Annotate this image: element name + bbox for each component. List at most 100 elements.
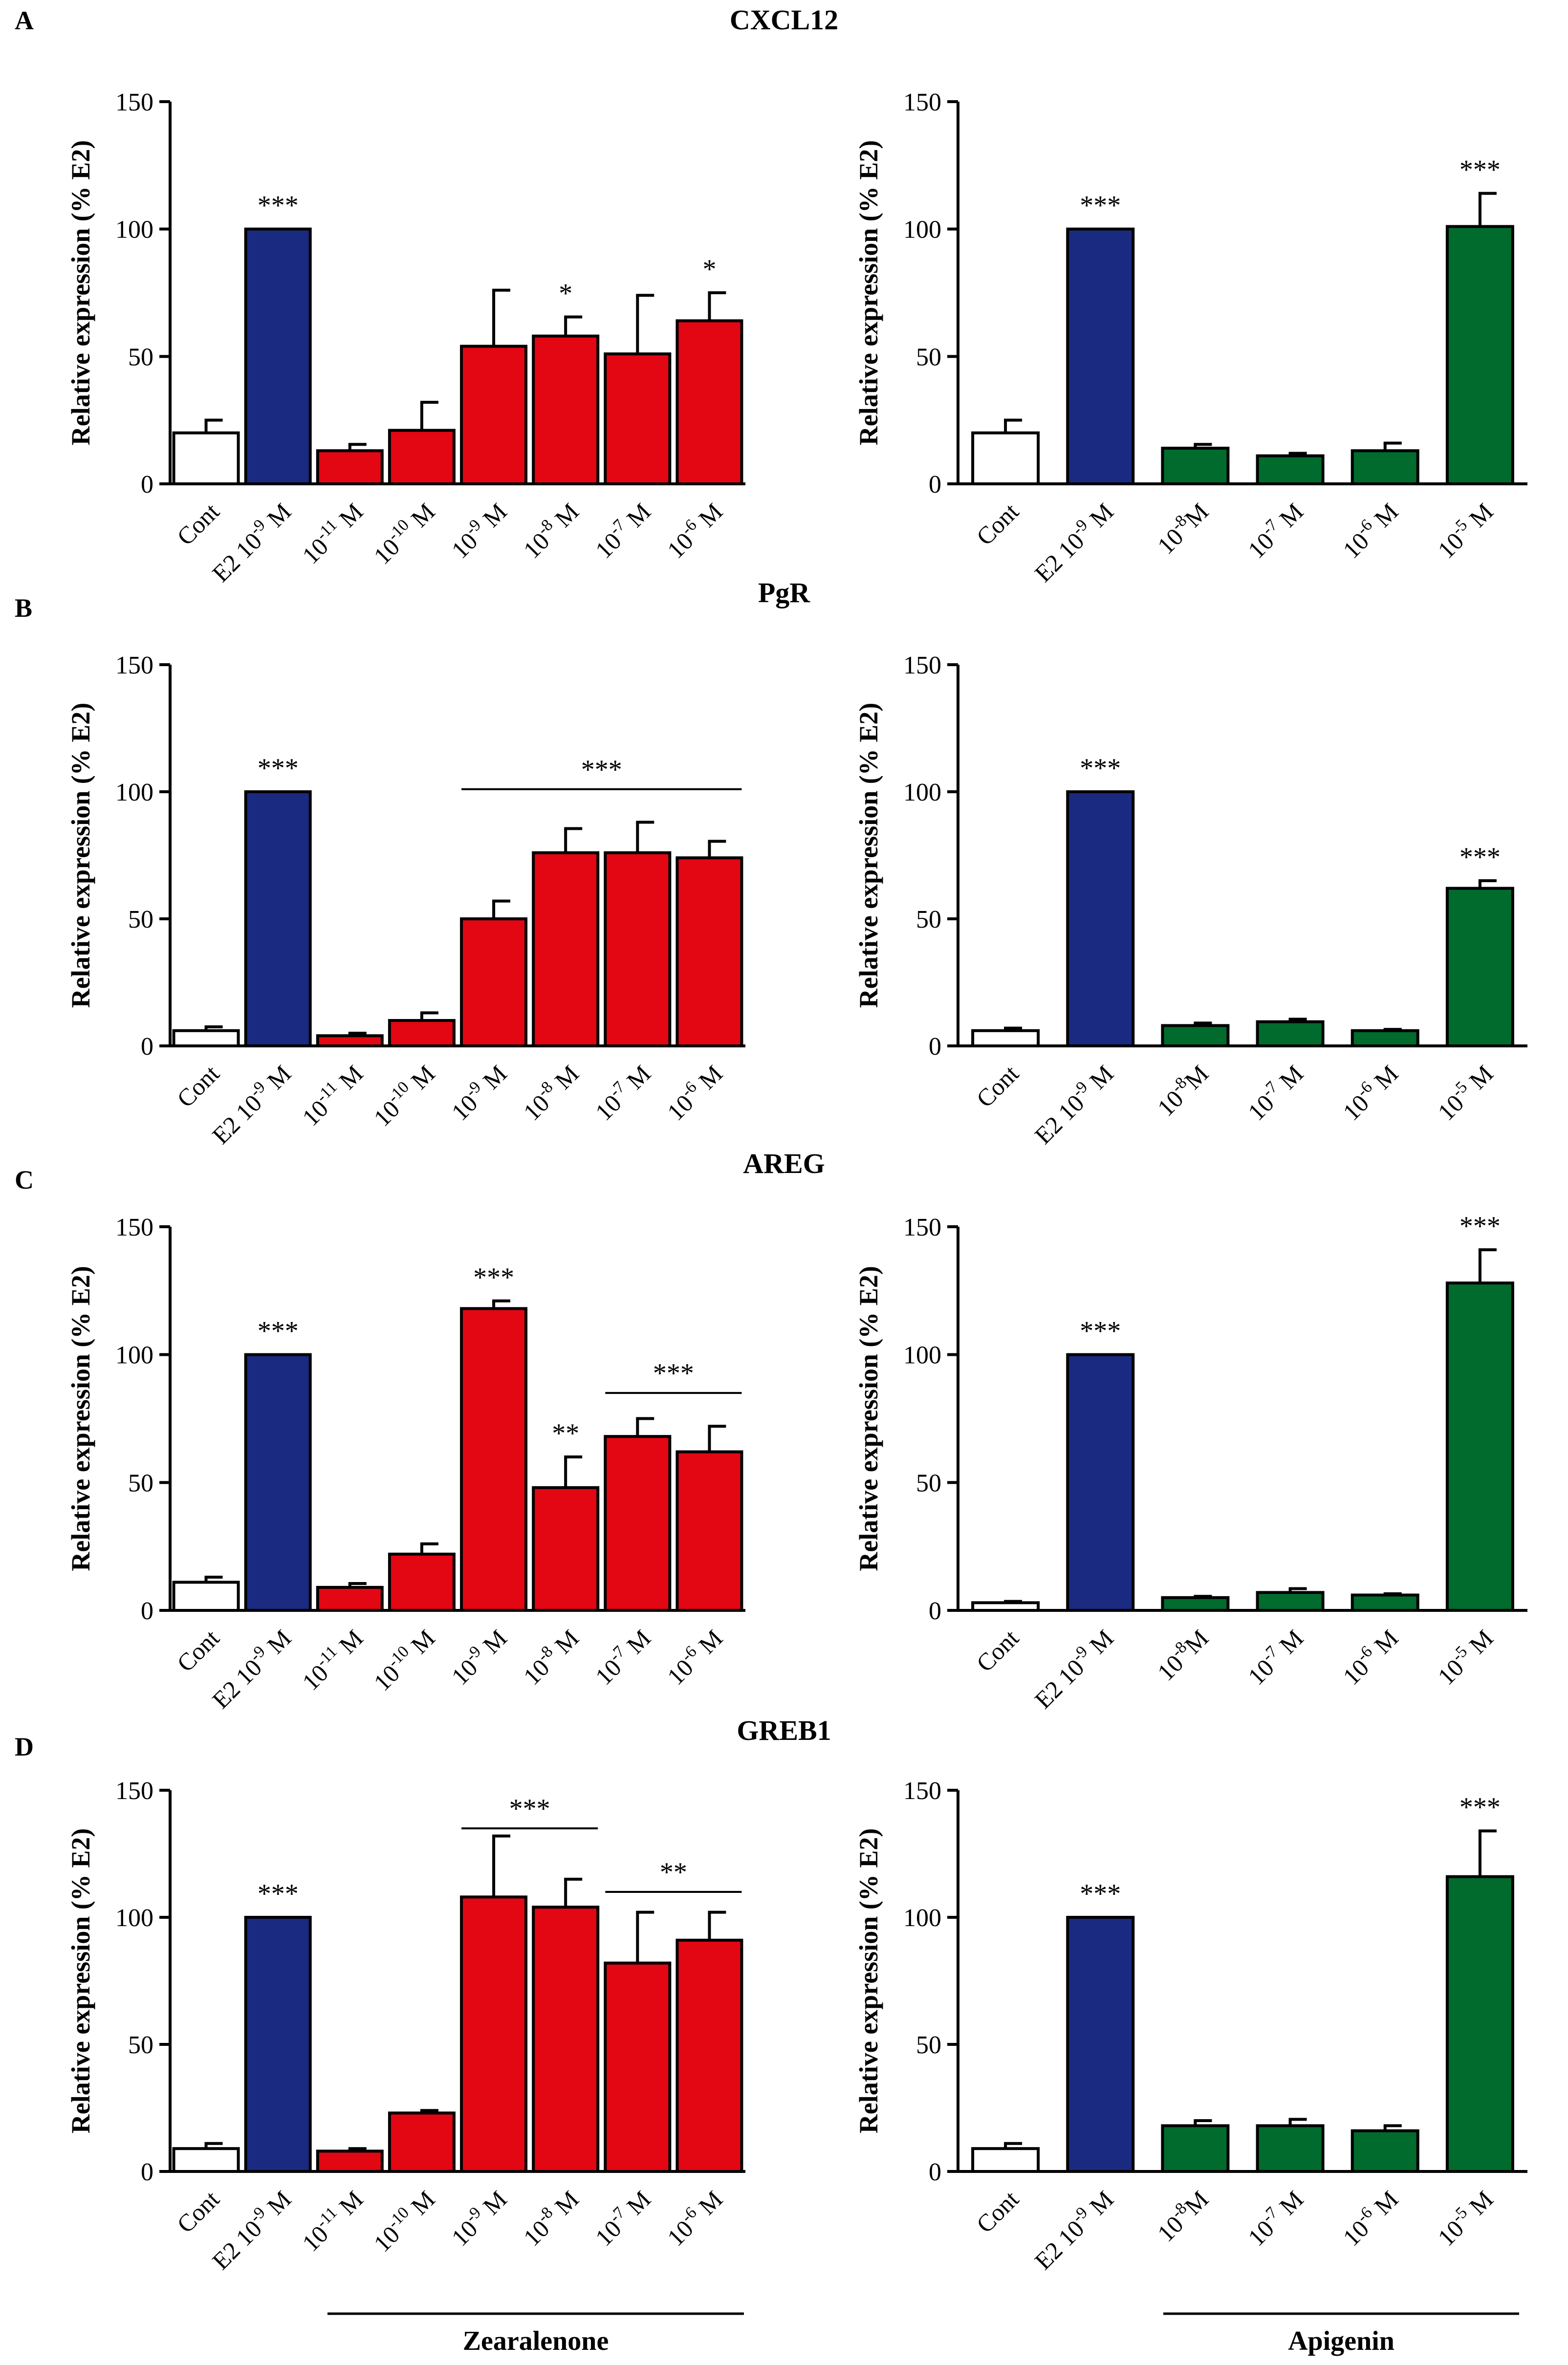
- bar-a-left-3: [388, 429, 456, 486]
- y-tick-label-a-left-0: 0: [141, 471, 153, 499]
- x-tick-label-c-right-2: 10-8M: [1151, 1623, 1214, 1686]
- bar-a-right-2: [1161, 447, 1230, 485]
- x-tick-label-b-right-4: 10-6 M: [1336, 1058, 1403, 1126]
- chart-d-right: 0 50 100 150 Relative expression (% E2) ContE…: [854, 1777, 1527, 2275]
- bar-a-left-7: [675, 319, 743, 485]
- bar-d-left-4: [460, 1895, 528, 2173]
- bar-c-right-0: [971, 1601, 1040, 1612]
- bracket-label-b-left-0: ***: [581, 755, 622, 785]
- y-tick-label-d-right-50: 50: [916, 2031, 941, 2059]
- x-tick-label-c-right-5: 10-5 M: [1431, 1623, 1499, 1690]
- x-tick-label-c-right-1: E2 10-9 M: [1028, 1623, 1119, 1714]
- bar-b-right-5: [1445, 887, 1514, 1047]
- bar-b-left-1: [244, 790, 312, 1047]
- bar-c-left-6: [604, 1435, 672, 1612]
- y-axis-title-b-left: Relative expression (% E2): [66, 703, 95, 1008]
- y-tick-label-c-left-50: 50: [128, 1469, 153, 1497]
- bar-d-right-0: [971, 2147, 1040, 2173]
- y-tick-label-a-left-50: 50: [128, 343, 153, 371]
- bar-b-left-2: [316, 1034, 384, 1047]
- x-tick-label-b-left-5: 10-8 M: [517, 1058, 584, 1126]
- chart-a-right: 0 50 100 150 Relative expression (% E2) ContE…: [854, 88, 1527, 587]
- bar-d-left-3: [388, 2111, 456, 2173]
- x-tick-label-a-right-2: 10-8M: [1151, 496, 1214, 559]
- y-tick-label-c-right-150: 150: [903, 1214, 941, 1241]
- x-tick-label-b-left-1: E2 10-9 M: [205, 1058, 296, 1149]
- bar-c-right-3: [1256, 1591, 1325, 1612]
- y-tick-label-b-left-50: 50: [128, 906, 153, 933]
- chart-d-left: 0 50 100 150 Relative expression (% E2) ContE…: [66, 1777, 745, 2275]
- zearalenone-label: Zearalenone: [463, 2326, 609, 2356]
- bar-c-left-5: [532, 1486, 600, 1612]
- bar-c-left-7: [675, 1450, 743, 1612]
- significance-c-right-1: ***: [1080, 1316, 1121, 1346]
- panel-headers: A CXCL12 B PgR C AREG D GREB1: [15, 4, 838, 1761]
- y-tick-label-c-left-100: 100: [115, 1342, 153, 1369]
- x-tick-label-d-left-0: Cont: [172, 2185, 224, 2238]
- bar-b-left-3: [388, 1019, 456, 1047]
- x-tick-label-c-right-4: 10-6 M: [1336, 1623, 1403, 1690]
- x-tick-label-d-left-4: 10-9 M: [445, 2184, 512, 2251]
- y-tick-label-b-left-100: 100: [115, 779, 153, 806]
- y-tick-label-b-right-100: 100: [903, 779, 941, 806]
- bar-d-right-1: [1066, 1916, 1135, 2173]
- x-tick-label-d-left-5: 10-8 M: [517, 2184, 584, 2251]
- bar-a-right-5: [1445, 225, 1514, 486]
- bar-b-right-1: [1066, 790, 1135, 1047]
- y-axis-title-c-right: Relative expression (% E2): [854, 1266, 883, 1571]
- bar-c-left-0: [172, 1581, 240, 1612]
- gene-title-areg: AREG: [743, 1148, 825, 1179]
- bar-a-left-2: [316, 449, 384, 486]
- y-axis-title-b-right: Relative expression (% E2): [854, 703, 883, 1008]
- bar-b-right-2: [1161, 1024, 1230, 1047]
- chart-b-left: 0 50 100 150 Relative expression (% E2) ContE…: [66, 651, 745, 1150]
- x-tick-label-a-left-2: 10-11 M: [295, 496, 368, 569]
- bracket-label-d-left-0: ***: [509, 1794, 550, 1824]
- bar-b-left-4: [460, 917, 528, 1047]
- bar-d-left-6: [604, 1961, 672, 2173]
- y-tick-label-c-right-0: 0: [929, 1597, 941, 1625]
- significance-c-left-1: ***: [258, 1316, 299, 1346]
- y-axis-title-c-left: Relative expression (% E2): [66, 1266, 95, 1571]
- gene-title-pgr: PgR: [758, 577, 810, 608]
- apigenin-label: Apigenin: [1288, 2326, 1394, 2356]
- y-tick-label-d-left-50: 50: [128, 2031, 153, 2059]
- x-tick-label-b-right-5: 10-5 M: [1431, 1058, 1499, 1126]
- x-tick-label-c-left-3: 10-10 M: [367, 1623, 440, 1696]
- x-tick-label-d-right-3: 10-7 M: [1241, 2184, 1308, 2251]
- bar-c-right-1: [1066, 1353, 1135, 1612]
- x-tick-label-c-left-0: Cont: [172, 1624, 224, 1677]
- chart-c-left: 0 50 100 150 Relative expression (% E2) ContE…: [66, 1214, 745, 1714]
- treatment-group-labels: Zearalenone Apigenin: [327, 2312, 1519, 2356]
- x-tick-label-c-left-6: 10-7 M: [588, 1623, 656, 1690]
- significance-d-left-1: ***: [258, 1879, 299, 1909]
- y-axis-title-a-left: Relative expression (% E2): [66, 140, 95, 445]
- x-tick-label-d-right-0: Cont: [971, 2185, 1024, 2238]
- x-tick-label-a-left-6: 10-7 M: [588, 496, 656, 564]
- x-tick-label-b-left-6: 10-7 M: [588, 1058, 656, 1126]
- bar-b-left-5: [532, 851, 600, 1048]
- x-tick-label-a-right-0: Cont: [971, 498, 1024, 550]
- x-tick-label-a-left-7: 10-6 M: [660, 496, 728, 564]
- bar-d-right-4: [1350, 2129, 1419, 2173]
- y-tick-label-b-right-0: 0: [929, 1033, 941, 1061]
- y-tick-label-c-right-100: 100: [903, 1342, 941, 1369]
- x-tick-label-c-left-1: E2 10-9 M: [205, 1623, 296, 1714]
- y-tick-label-a-right-100: 100: [903, 216, 941, 244]
- y-axis-title-a-right: Relative expression (% E2): [854, 140, 883, 445]
- bar-b-left-0: [172, 1029, 240, 1048]
- bar-c-left-4: [460, 1307, 528, 1612]
- y-tick-label-c-right-50: 50: [916, 1469, 941, 1497]
- x-tick-label-b-right-2: 10-8M: [1151, 1058, 1214, 1121]
- x-tick-label-c-left-7: 10-6 M: [660, 1623, 728, 1690]
- significance-b-left-1: ***: [258, 753, 299, 783]
- bar-b-right-0: [971, 1029, 1040, 1048]
- bar-a-right-0: [971, 431, 1040, 486]
- significance-a-left-1: ***: [258, 191, 299, 221]
- x-tick-label-b-left-0: Cont: [172, 1060, 224, 1112]
- bar-a-left-0: [172, 431, 240, 486]
- significance-d-right-1: ***: [1080, 1879, 1121, 1909]
- y-tick-label-d-right-0: 0: [929, 2158, 941, 2186]
- x-tick-label-d-left-2: 10-11 M: [295, 2184, 368, 2257]
